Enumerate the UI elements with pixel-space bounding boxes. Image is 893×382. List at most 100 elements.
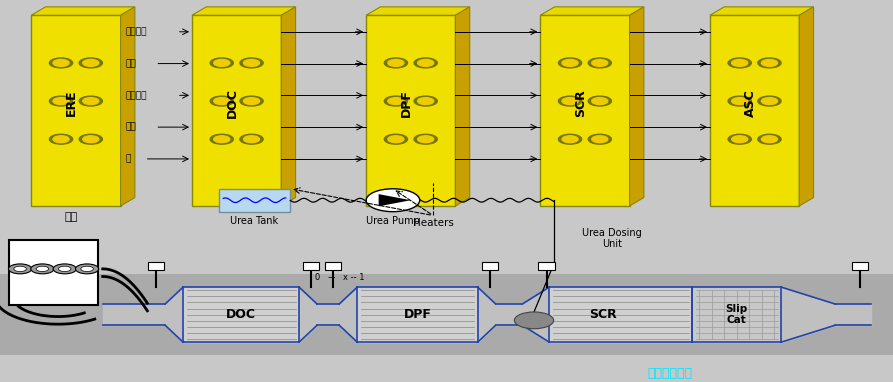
FancyBboxPatch shape (9, 240, 98, 305)
Circle shape (244, 60, 260, 66)
Text: DPF: DPF (400, 89, 413, 117)
Circle shape (53, 136, 69, 142)
Circle shape (37, 266, 48, 272)
Polygon shape (192, 7, 296, 15)
Text: DPF: DPF (404, 308, 431, 321)
Text: ASC: ASC (744, 89, 756, 117)
Circle shape (588, 58, 612, 68)
Circle shape (731, 136, 747, 142)
Circle shape (30, 264, 54, 274)
Circle shape (384, 134, 407, 144)
Polygon shape (630, 7, 644, 206)
Text: Slip
Cat: Slip Cat (726, 304, 747, 325)
FancyBboxPatch shape (538, 262, 555, 270)
Circle shape (79, 134, 103, 144)
FancyBboxPatch shape (710, 15, 799, 206)
Text: 温度: 温度 (125, 59, 136, 68)
Circle shape (762, 60, 778, 66)
Text: Urea Pump: Urea Pump (366, 216, 420, 226)
Text: 质量流量: 质量流量 (125, 27, 146, 36)
Circle shape (210, 134, 233, 144)
Circle shape (8, 264, 32, 274)
FancyBboxPatch shape (482, 262, 498, 270)
Circle shape (210, 96, 233, 106)
Circle shape (728, 134, 751, 144)
Circle shape (240, 96, 263, 106)
Circle shape (562, 98, 578, 105)
Text: Heaters: Heaters (413, 218, 454, 228)
Circle shape (79, 96, 103, 106)
Circle shape (762, 98, 778, 105)
Circle shape (592, 60, 608, 66)
Circle shape (49, 134, 72, 144)
FancyBboxPatch shape (0, 274, 893, 355)
Circle shape (388, 136, 404, 142)
Text: Urea Dosing
Unit: Urea Dosing Unit (582, 228, 641, 249)
Circle shape (53, 264, 76, 274)
Circle shape (244, 98, 260, 105)
Text: SCR: SCR (588, 308, 617, 321)
Text: ERE: ERE (65, 90, 78, 116)
FancyBboxPatch shape (31, 15, 121, 206)
Polygon shape (710, 7, 814, 15)
Circle shape (514, 312, 554, 329)
Circle shape (213, 60, 230, 66)
Circle shape (244, 136, 260, 142)
Circle shape (731, 98, 747, 105)
Text: 氮氧化物: 氮氧化物 (125, 91, 146, 100)
Circle shape (562, 136, 578, 142)
Circle shape (731, 60, 747, 66)
Polygon shape (281, 7, 296, 206)
Circle shape (418, 60, 434, 66)
Circle shape (758, 134, 781, 144)
Circle shape (592, 136, 608, 142)
Text: DOC: DOC (226, 88, 238, 118)
Circle shape (384, 96, 407, 106)
Polygon shape (366, 7, 470, 15)
Circle shape (384, 58, 407, 68)
Circle shape (53, 60, 69, 66)
Circle shape (414, 58, 438, 68)
Circle shape (83, 136, 99, 142)
Circle shape (83, 60, 99, 66)
FancyBboxPatch shape (366, 15, 455, 206)
Circle shape (728, 58, 751, 68)
Text: DOC: DOC (226, 308, 256, 321)
Circle shape (213, 136, 230, 142)
Polygon shape (540, 7, 644, 15)
Circle shape (558, 58, 581, 68)
Circle shape (588, 134, 612, 144)
FancyBboxPatch shape (192, 15, 281, 206)
Circle shape (49, 96, 72, 106)
Circle shape (213, 98, 230, 105)
Circle shape (240, 58, 263, 68)
Circle shape (210, 58, 233, 68)
Text: Urea Tank: Urea Tank (230, 216, 279, 226)
Circle shape (558, 134, 581, 144)
Circle shape (388, 60, 404, 66)
FancyBboxPatch shape (540, 15, 630, 206)
Circle shape (728, 96, 751, 106)
Circle shape (762, 136, 778, 142)
Polygon shape (379, 194, 411, 206)
Circle shape (58, 266, 71, 272)
Polygon shape (799, 7, 814, 206)
Text: SCR: SCR (574, 89, 587, 117)
Circle shape (758, 96, 781, 106)
Circle shape (79, 58, 103, 68)
FancyBboxPatch shape (148, 262, 164, 270)
Circle shape (588, 96, 612, 106)
Polygon shape (31, 7, 135, 15)
Circle shape (53, 98, 69, 105)
Circle shape (418, 136, 434, 142)
Circle shape (418, 98, 434, 105)
Circle shape (81, 266, 94, 272)
Circle shape (758, 58, 781, 68)
Text: 原排: 原排 (65, 212, 78, 222)
Circle shape (592, 98, 608, 105)
Text: 0   →   x -- 1: 0 → x -- 1 (314, 273, 364, 282)
Circle shape (388, 98, 404, 105)
Circle shape (414, 134, 438, 144)
Circle shape (558, 96, 581, 106)
Circle shape (562, 60, 578, 66)
